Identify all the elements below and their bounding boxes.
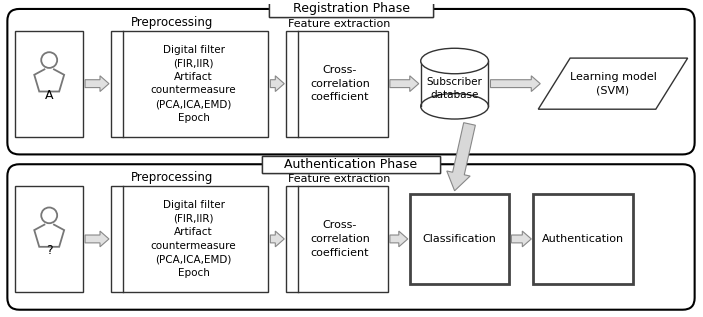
Text: A: A [45,89,53,102]
Polygon shape [390,231,408,247]
Polygon shape [85,76,109,92]
Text: Digital filter
(FIR,IIR)
Artifact
countermeasure
(PCA,ICA,EMD)
Epoch: Digital filter (FIR,IIR) Artifact counte… [151,200,236,278]
Text: Feature extraction: Feature extraction [288,19,391,29]
Text: Digital filter
(FIR,IIR)
Artifact
countermeasure
(PCA,ICA,EMD)
Epoch: Digital filter (FIR,IIR) Artifact counte… [151,45,236,123]
Text: ?: ? [46,244,53,257]
FancyBboxPatch shape [7,164,695,310]
Polygon shape [491,76,540,92]
Bar [269,1,433,17]
Bar [264,157,439,171]
Bar [15,186,83,292]
Polygon shape [271,231,284,247]
Bar [534,194,633,284]
Bar [286,186,388,292]
Polygon shape [271,76,284,92]
Text: Authentication: Authentication [542,234,624,244]
Ellipse shape [420,48,489,74]
Text: Registration Phase: Registration Phase [292,3,410,16]
Text: Preprocessing: Preprocessing [131,16,213,29]
Polygon shape [511,231,531,247]
Text: Cross-
correlation
coefficient: Cross- correlation coefficient [310,220,370,257]
Text: Subscriber
database: Subscriber database [427,77,482,100]
Bar [420,61,489,106]
Polygon shape [538,58,688,109]
Bar [286,30,388,137]
Ellipse shape [420,94,489,119]
Bar [111,30,269,137]
Polygon shape [390,76,419,92]
Text: Feature extraction: Feature extraction [288,174,391,184]
Bar [262,156,439,172]
Bar [262,156,439,172]
Text: Learning model
(SVM): Learning model (SVM) [569,72,657,95]
Bar [111,186,269,292]
Text: Authentication Phase: Authentication Phase [285,158,418,171]
Polygon shape [447,123,475,191]
Bar [15,30,83,137]
Bar [410,194,510,284]
FancyBboxPatch shape [7,9,695,154]
Bar [269,1,433,17]
Polygon shape [85,231,109,247]
Text: Preprocessing: Preprocessing [131,171,213,184]
Bar [270,2,432,16]
Text: Classification: Classification [423,234,496,244]
Text: Cross-
correlation
coefficient: Cross- correlation coefficient [310,65,370,102]
